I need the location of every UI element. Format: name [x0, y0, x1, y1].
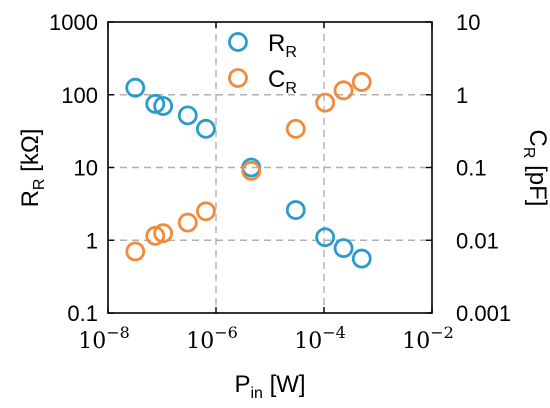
legend: RR CR [228, 30, 297, 97]
y-right-tick-label: 0.001 [456, 301, 511, 326]
data-points [125, 72, 372, 269]
y-left-tick-labels: 0.1 1 10 100 1000 [49, 10, 98, 326]
y-right-axis-title: CR [pF] [520, 130, 550, 207]
y-left-tick-label: 10 [74, 156, 98, 181]
y-left-axis-title-unit: [kΩ] [17, 129, 44, 179]
y-left-tick-label: 0.1 [67, 301, 98, 326]
point-cr [125, 241, 146, 262]
y-left-axis-title: RR [kΩ] [17, 129, 48, 208]
legend-label: CR [268, 66, 297, 97]
point-rr [285, 200, 306, 220]
y-right-tick-label: 1 [456, 83, 468, 108]
y-right-axis-title-unit: [pF] [524, 158, 550, 206]
y-right-tick-labels: 0.001 0.01 0.1 1 10 [456, 10, 511, 326]
legend-marker [228, 68, 248, 88]
x-axis-title: Pin [W] [234, 371, 305, 402]
x-axis-title-sub: in [250, 385, 262, 402]
point-cr [177, 212, 198, 233]
point-cr [333, 80, 354, 101]
y-left-axis-title-main: R [17, 190, 44, 207]
point-cr [153, 223, 174, 244]
x-tick-label: 10−2 [402, 323, 454, 354]
point-rr [195, 118, 216, 139]
point-cr [195, 201, 216, 222]
x-axis-title-unit: [W] [263, 371, 306, 398]
point-rr [145, 93, 166, 114]
legend-marker [228, 32, 248, 52]
point-rr [333, 238, 354, 259]
y-right-tick-label: 0.01 [456, 228, 499, 253]
point-rr [351, 248, 372, 269]
point-rr [125, 77, 146, 98]
x-tick-label: 10−8 [78, 323, 130, 354]
legend-label: RR [268, 30, 297, 61]
y-left-tick-label: 100 [61, 83, 98, 108]
point-cr [285, 118, 306, 139]
x-tick-label: 10−6 [186, 323, 238, 354]
point-cr [241, 160, 262, 181]
x-tick-label: 10−4 [294, 323, 346, 354]
x-axis-title-main: P [234, 371, 250, 398]
y-left-axis-title-sub: R [31, 179, 48, 191]
y-right-axis-title-sub: R [520, 147, 537, 159]
x-tick-labels: 10−8 10−6 10−4 10−2 [78, 323, 454, 354]
point-rr [177, 105, 198, 126]
ticks [107, 21, 433, 314]
point-cr [315, 92, 336, 113]
point-cr [351, 72, 372, 92]
point-rr [153, 96, 174, 116]
y-right-tick-label: 0.1 [456, 156, 487, 181]
point-rr [315, 227, 336, 248]
y-right-tick-label: 10 [456, 10, 480, 35]
y-right-axis-title-main: C [524, 130, 550, 147]
y-left-tick-label: 1000 [49, 10, 98, 35]
y-left-tick-label: 1 [86, 228, 98, 253]
